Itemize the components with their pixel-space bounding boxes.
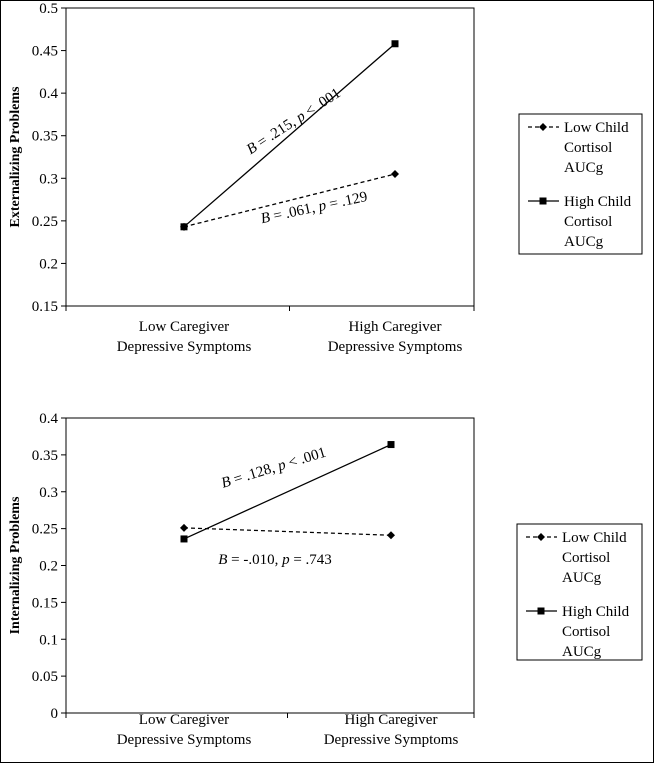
x-category-label: Low Caregiver Depressive Symptoms [117, 319, 252, 355]
legend: Low Child Cortisol AUCg High Child Cortisol A… [516, 523, 643, 661]
data-point-square [391, 40, 399, 48]
data-point-diamond [387, 531, 395, 540]
legend-marker-square [539, 197, 547, 205]
y-tick-label: 0.25 [32, 214, 58, 230]
y-tick-label: 0.15 [32, 595, 58, 611]
y-tick-label: 0.4 [39, 86, 58, 102]
y-tick-label: 0.2 [39, 559, 58, 575]
y-tick-label: 0.3 [39, 171, 58, 187]
legend-marker-square [537, 607, 545, 615]
slope-annotation: B = .215, p < .001 [244, 85, 344, 158]
y-tick-label: 0.45 [32, 44, 58, 60]
series-line-high-cortisol [183, 43, 396, 228]
data-point-diamond [391, 170, 399, 179]
y-tick-label: 0.35 [32, 448, 58, 464]
y-tick-label: 0.25 [32, 522, 58, 538]
series-line-low-cortisol [183, 173, 396, 228]
data-point-diamond [180, 523, 188, 532]
legend: Low Child Cortisol AUCg High Child Cortisol A… [518, 113, 643, 255]
y-tick-label: 0 [51, 706, 59, 722]
y-tick-label: 0.35 [32, 129, 58, 145]
x-category-label: Low Caregiver Depressive Symptoms [117, 712, 252, 748]
plot-area [65, 7, 475, 307]
y-tick-label: 0.3 [39, 485, 58, 501]
legend-label: High Child Cortisol AUCg [562, 604, 630, 660]
chart-panel-1: 0.15 0.2 0.25 0.3 0.35 0.4 0.45 0.5 Low Caregive… [8, 1, 643, 355]
x-category-label: High Caregiver Depressive Symptoms [328, 319, 463, 355]
legend-marker-diamond [539, 123, 547, 131]
x-category-label: High Caregiver Depressive Symptoms [324, 712, 459, 748]
y-tick-label: 0.4 [39, 411, 58, 427]
slope-annotation: B = .128, p < .001 [220, 445, 329, 492]
legend-label: High Child Cortisol AUCg [564, 194, 632, 250]
legend-label: Low Child Cortisol AUCg [564, 120, 629, 176]
y-axis-label: Internalizing Problems [8, 496, 23, 634]
y-tick-label: 0.1 [39, 632, 58, 648]
y-tick-label: 0.5 [39, 1, 58, 17]
series-line-low-cortisol [183, 527, 392, 536]
y-tick-label: 0.15 [32, 299, 58, 315]
series-line-high-cortisol [183, 443, 392, 540]
slope-annotation: B = -.010, p = .743 [218, 552, 332, 568]
y-tick-label: 0.2 [39, 256, 58, 272]
legend-box [516, 523, 643, 661]
data-point-square [180, 535, 188, 543]
y-tick-label: 0.05 [32, 669, 58, 685]
data-point-square [387, 441, 395, 449]
legend-marker-diamond [537, 533, 545, 541]
y-axis-label: Externalizing Problems [8, 86, 23, 227]
data-point-square [180, 223, 188, 231]
legend-label: Low Child Cortisol AUCg [562, 530, 627, 586]
chart-panel-2: 0 0.05 0.1 0.15 0.2 0.25 0.3 0.35 0.4 Low Caregiv… [8, 411, 643, 748]
legend-box [518, 113, 643, 255]
